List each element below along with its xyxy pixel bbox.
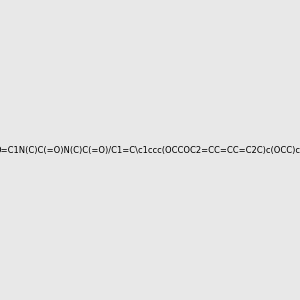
Text: O=C1N(C)C(=O)N(C)C(=O)/C1=C\c1ccc(OCCOC2=CC=CC=C2C)c(OCC)c1: O=C1N(C)C(=O)N(C)C(=O)/C1=C\c1ccc(OCCOC2… xyxy=(0,146,300,154)
